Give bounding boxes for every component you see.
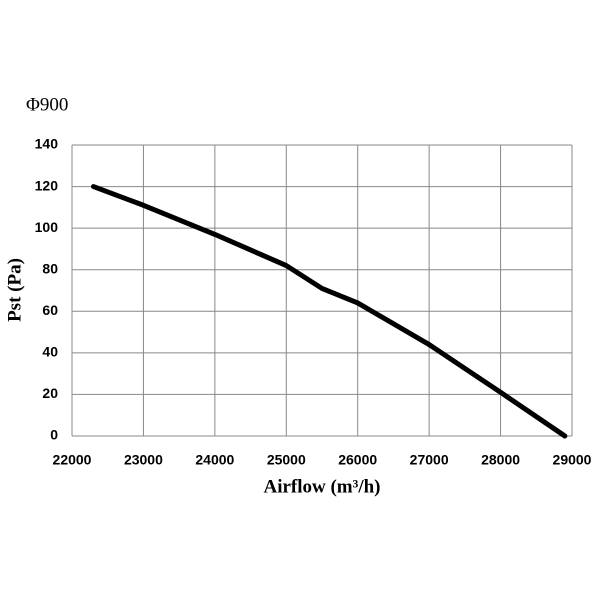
x-tick-label: 23000 (124, 452, 163, 468)
x-tick-label: 28000 (481, 452, 520, 468)
y-tick-label: 60 (42, 302, 58, 318)
x-tick-label: 24000 (195, 452, 234, 468)
x-axis-title: Airflow (m³/h) (263, 476, 380, 497)
x-tick-label: 25000 (267, 452, 306, 468)
y-tick-label: 140 (35, 136, 59, 152)
x-tick-label: 26000 (338, 452, 377, 468)
y-tick-label: 40 (42, 344, 58, 360)
y-tick-label: 0 (50, 427, 58, 443)
chart-title: Φ900 (26, 94, 68, 115)
y-axis-title: Pst (Pa) (4, 258, 25, 322)
data-line (90, 184, 568, 439)
y-tick-label: 80 (42, 260, 58, 276)
x-tick-label: 29000 (553, 452, 592, 468)
x-tick-label: 22000 (53, 452, 92, 468)
y-tick-label: 100 (35, 219, 59, 235)
x-tick-label: 27000 (410, 452, 449, 468)
y-tick-label: 120 (35, 177, 59, 193)
y-tick-label: 20 (42, 385, 58, 401)
